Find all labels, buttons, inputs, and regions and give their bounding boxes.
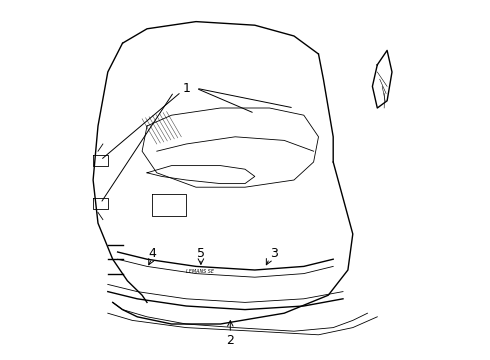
Text: 1: 1 [182,82,190,95]
Text: 2: 2 [226,334,234,347]
Text: 3: 3 [270,247,278,260]
Text: 5: 5 [197,247,205,260]
Text: LEMANS SE: LEMANS SE [186,269,214,274]
Text: 4: 4 [148,247,156,260]
